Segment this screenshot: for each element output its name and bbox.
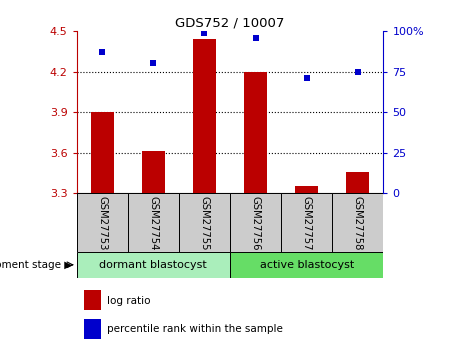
Text: GSM27758: GSM27758 [353, 196, 363, 250]
Title: GDS752 / 10007: GDS752 / 10007 [175, 17, 285, 30]
Text: GSM27756: GSM27756 [251, 196, 261, 250]
Bar [142, 151, 165, 193]
Text: GSM27757: GSM27757 [302, 196, 312, 250]
Point [354, 69, 361, 74]
Bar [332, 193, 383, 252]
Text: GSM27755: GSM27755 [199, 196, 209, 250]
Text: development stage ▶: development stage ▶ [0, 260, 72, 270]
Text: percentile rank within the sample: percentile rank within the sample [107, 324, 283, 334]
Bar [230, 193, 281, 252]
Bar [193, 39, 216, 193]
Bar [84, 290, 101, 310]
Text: log ratio: log ratio [107, 296, 151, 306]
Point [150, 61, 157, 66]
Bar [295, 186, 318, 193]
Bar [84, 319, 101, 339]
Point [252, 35, 259, 40]
Bar [244, 71, 267, 193]
Point [201, 30, 208, 36]
Bar [179, 193, 230, 252]
Text: GSM27754: GSM27754 [148, 196, 158, 250]
Bar [346, 171, 369, 193]
Bar [128, 193, 179, 252]
Text: active blastocyst: active blastocyst [260, 260, 354, 270]
Point [99, 49, 106, 55]
Text: GSM27753: GSM27753 [97, 196, 107, 250]
Bar [77, 193, 128, 252]
Text: dormant blastocyst: dormant blastocyst [100, 260, 207, 270]
Bar [91, 112, 114, 193]
Point [303, 75, 310, 81]
Bar [77, 252, 230, 278]
Bar [230, 252, 383, 278]
Bar [281, 193, 332, 252]
